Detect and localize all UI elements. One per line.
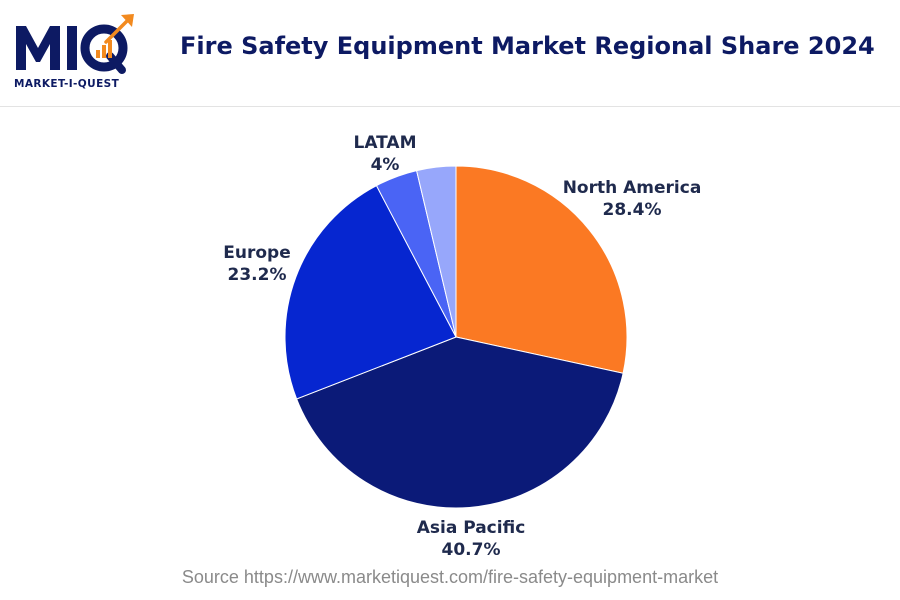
pie-slice-asia-pacific: [295, 336, 624, 509]
pie-slice-europe: [284, 184, 457, 400]
pie-slice-north-america: [455, 165, 628, 374]
logo[interactable]: MARKET-I-QUEST: [14, 12, 144, 94]
slice-value-label: 40.7%: [442, 540, 501, 560]
slice-label: LATAM: [353, 133, 416, 153]
logo-tagline: MARKET-I-QUEST: [14, 78, 120, 90]
slice-value-label: 4%: [371, 155, 400, 175]
pie-slice-other: [415, 165, 457, 338]
page-title: Fire Safety Equipment Market Regional Sh…: [180, 32, 875, 60]
slice-label: Asia Pacific: [417, 518, 526, 538]
slice-value-label: 28.4%: [603, 200, 662, 220]
slice-value-label: 23.2%: [228, 265, 287, 285]
slice-label: North America: [563, 178, 702, 198]
miq-logo-icon: [16, 14, 134, 74]
header: MARKET-I-QUEST Fire Safety Equipment Mar…: [0, 0, 900, 107]
slice-label: Europe: [223, 243, 290, 263]
source-note: Source https://www.marketiquest.com/fire…: [181, 567, 719, 587]
